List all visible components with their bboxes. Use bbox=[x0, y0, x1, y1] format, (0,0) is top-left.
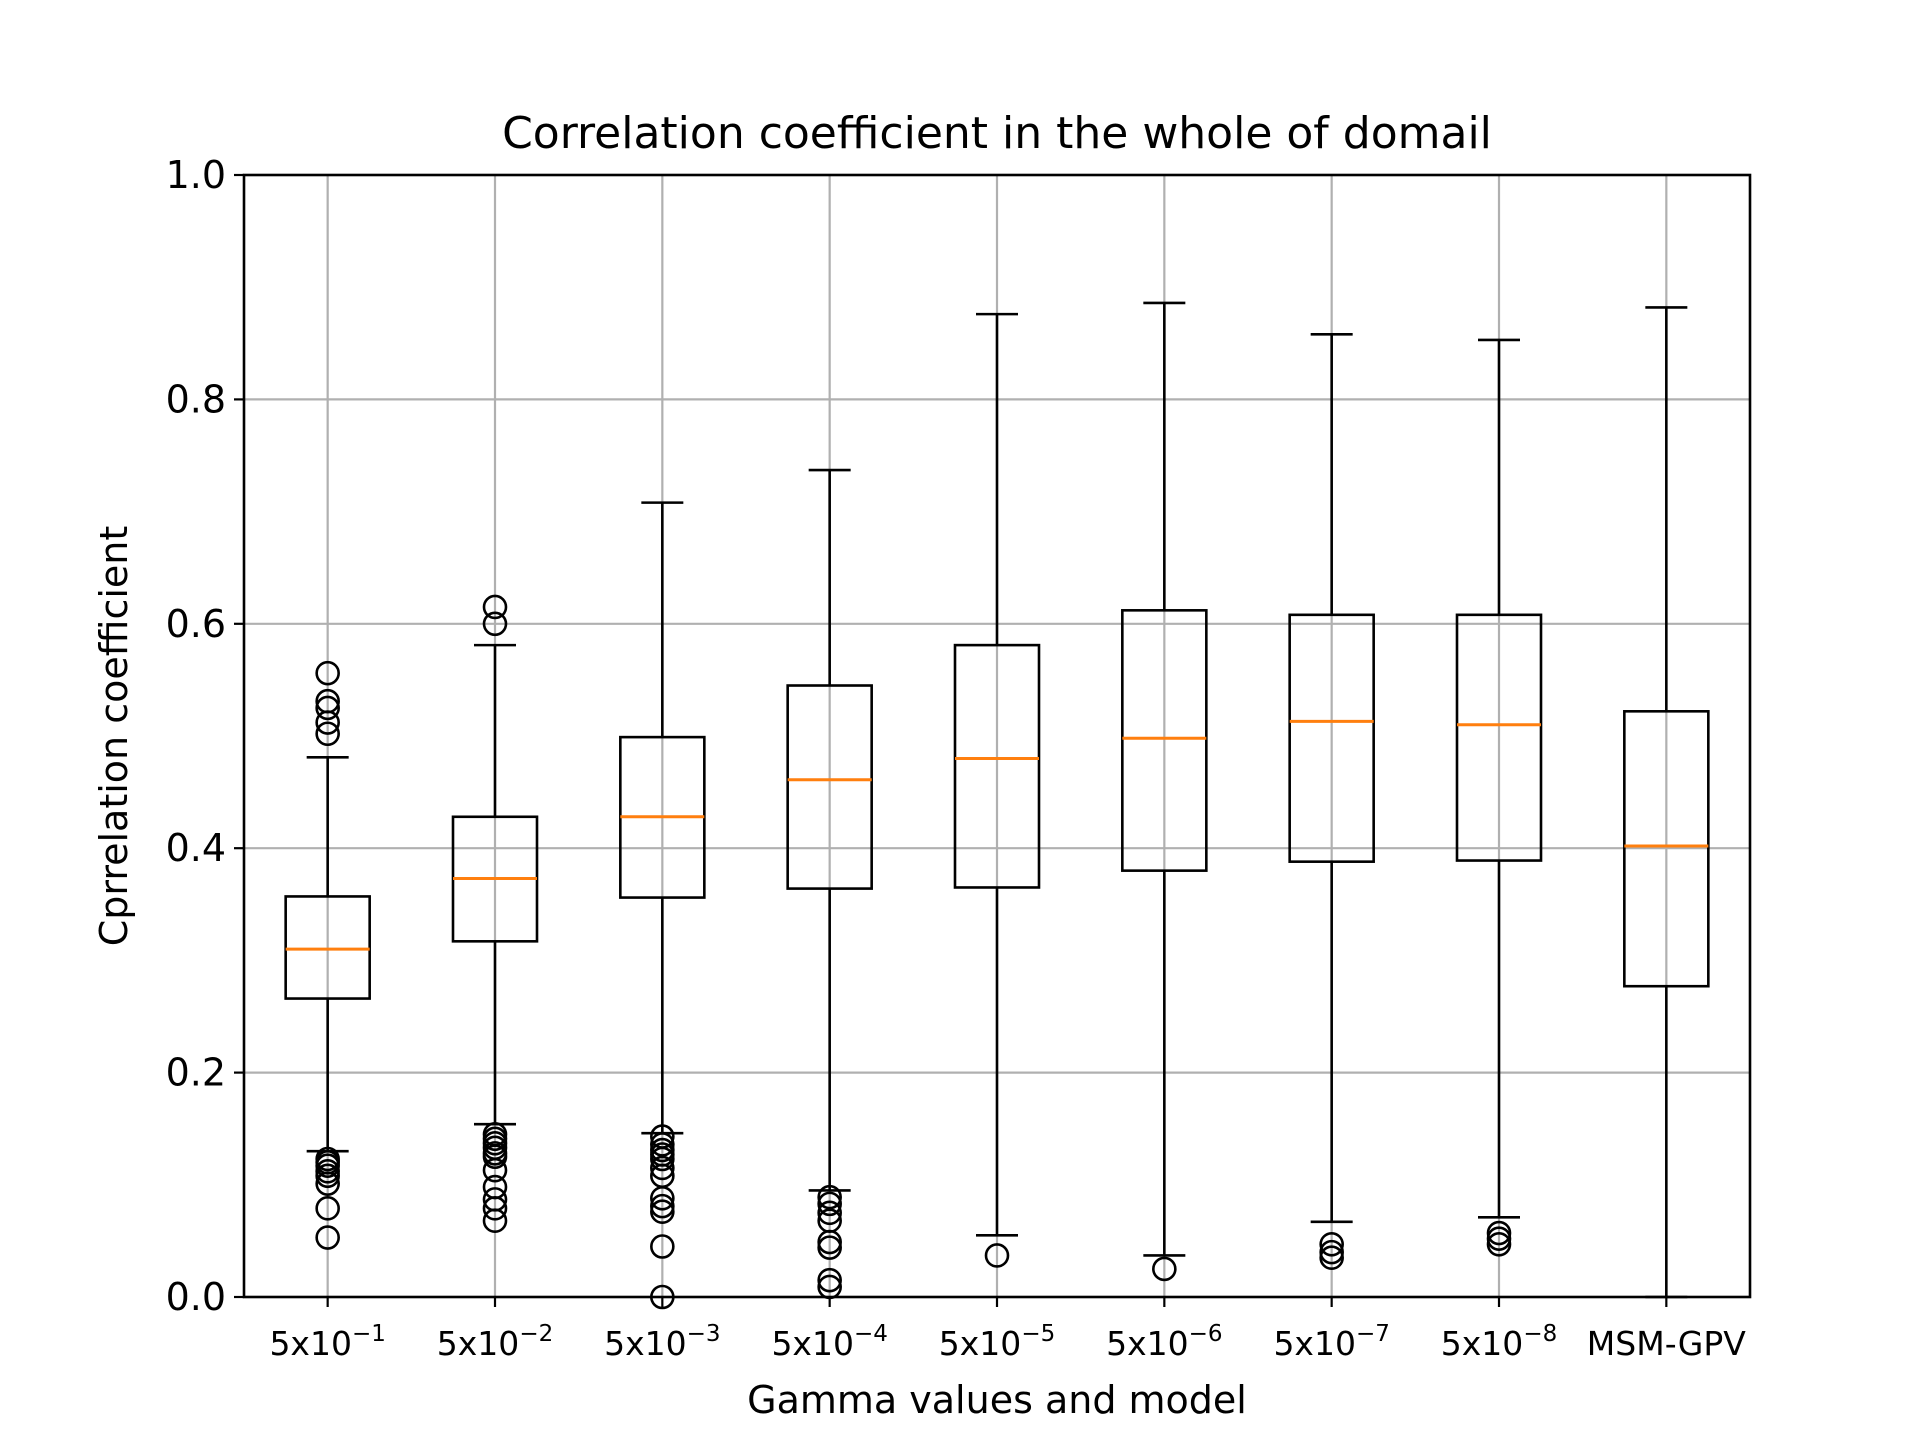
outlier-point bbox=[315, 1153, 340, 1179]
y-tick-label: 0.6 bbox=[166, 602, 226, 646]
outlier-point bbox=[817, 1200, 842, 1226]
x-tick-label-exponent: −2 bbox=[519, 1321, 553, 1347]
outlier-point bbox=[650, 1185, 675, 1211]
outlier-point bbox=[1486, 1231, 1512, 1257]
box-group bbox=[786, 468, 873, 1300]
outlier-point bbox=[1319, 1245, 1344, 1271]
outlier-point bbox=[1319, 1231, 1344, 1257]
outlier-point bbox=[817, 1184, 842, 1210]
chart-title: Correlation coefficient in the whole of … bbox=[502, 108, 1492, 159]
outlier-point bbox=[817, 1267, 842, 1293]
box-group bbox=[1121, 301, 1208, 1282]
x-tick-label-base: 5x10 bbox=[1106, 1324, 1189, 1363]
x-tick-label-base: 5x10 bbox=[939, 1324, 1022, 1363]
outlier-point bbox=[482, 594, 508, 620]
outlier-point bbox=[315, 1196, 340, 1221]
x-tick-label-base: 5x10 bbox=[437, 1324, 520, 1363]
x-tick-label: 5x10−8 bbox=[1441, 1321, 1557, 1363]
x-tick-label-base: 5x10 bbox=[1441, 1324, 1524, 1363]
outlier-point bbox=[650, 1155, 675, 1181]
iqr-box bbox=[953, 643, 1041, 889]
x-tick-label-base: 5x10 bbox=[771, 1324, 854, 1363]
iqr-box bbox=[1121, 609, 1208, 872]
x-tick-label: 5x10−4 bbox=[771, 1321, 887, 1363]
outlier-point bbox=[650, 1132, 675, 1157]
y-tick-label: 0.0 bbox=[166, 1275, 226, 1319]
y-tick-label: 0.2 bbox=[166, 1051, 226, 1095]
outlier-point bbox=[984, 1243, 1010, 1268]
outlier-point bbox=[817, 1235, 842, 1260]
x-tick-label-exponent: −7 bbox=[1356, 1321, 1390, 1347]
x-tick-label: 5x10−3 bbox=[604, 1321, 720, 1363]
outlier-point bbox=[315, 1163, 340, 1189]
box-group bbox=[1288, 333, 1375, 1271]
outlier-point bbox=[1152, 1256, 1177, 1282]
x-axis-label: Gamma values and model bbox=[747, 1378, 1247, 1422]
outlier-point bbox=[315, 695, 340, 721]
x-tick-label: 5x10−2 bbox=[437, 1321, 553, 1363]
x-tick-label-exponent: −5 bbox=[1021, 1321, 1055, 1347]
outlier-point bbox=[817, 1229, 842, 1255]
iqr-box bbox=[1288, 613, 1375, 863]
x-tick-label-base: 5x10 bbox=[1273, 1324, 1356, 1363]
outlier-point bbox=[315, 721, 340, 747]
x-tick-label-exponent: −4 bbox=[854, 1321, 888, 1347]
outlier-point bbox=[482, 1208, 508, 1234]
iqr-box bbox=[284, 895, 371, 1000]
x-tick-label: 5x10−5 bbox=[939, 1321, 1055, 1363]
box-group bbox=[451, 594, 539, 1234]
outlier-point bbox=[1319, 1239, 1344, 1265]
x-tick-label-exponent: −3 bbox=[687, 1321, 721, 1347]
x-tick-label-base: MSM-GPV bbox=[1587, 1324, 1746, 1363]
y-tick-label: 0.8 bbox=[166, 377, 226, 421]
outlier-point bbox=[482, 1196, 508, 1221]
iqr-box bbox=[1623, 710, 1710, 988]
x-tick-label: 5x10−7 bbox=[1273, 1321, 1389, 1363]
outlier-point bbox=[315, 660, 340, 686]
outlier-point bbox=[482, 1157, 508, 1183]
x-tick-label-exponent: −8 bbox=[1523, 1321, 1557, 1347]
outlier-point bbox=[1486, 1220, 1512, 1246]
outlier-point bbox=[817, 1191, 842, 1217]
iqr-box bbox=[1455, 613, 1543, 862]
outlier-point bbox=[1486, 1226, 1512, 1251]
outlier-point bbox=[482, 1144, 508, 1170]
box-group bbox=[953, 312, 1041, 1268]
iqr-box bbox=[786, 684, 873, 890]
outlier-point bbox=[482, 611, 508, 637]
x-tick-label: 5x10−1 bbox=[269, 1321, 385, 1363]
outlier-point bbox=[650, 1146, 675, 1172]
outlier-point bbox=[650, 1193, 675, 1219]
outlier-point bbox=[315, 710, 340, 735]
outlier-point bbox=[315, 1171, 340, 1196]
box-group bbox=[284, 660, 371, 1250]
box-group bbox=[1455, 338, 1543, 1257]
outlier-point bbox=[315, 1225, 340, 1250]
x-tick-label-base: 5x10 bbox=[604, 1324, 687, 1363]
x-tick-label-exponent: −6 bbox=[1189, 1321, 1223, 1347]
outlier-point bbox=[650, 1199, 675, 1225]
y-axis-label: Cprrelation coefficient bbox=[92, 526, 136, 947]
y-tick-label: 1.0 bbox=[166, 153, 226, 197]
x-tick-label-exponent: −1 bbox=[352, 1321, 386, 1347]
box-group bbox=[619, 501, 706, 1310]
y-tick-label: 0.4 bbox=[166, 826, 226, 870]
outlier-point bbox=[650, 1234, 675, 1259]
x-tick-label-base: 5x10 bbox=[269, 1324, 352, 1363]
x-tick-label: MSM-GPV bbox=[1587, 1324, 1746, 1363]
x-tick-label: 5x10−6 bbox=[1106, 1321, 1222, 1363]
